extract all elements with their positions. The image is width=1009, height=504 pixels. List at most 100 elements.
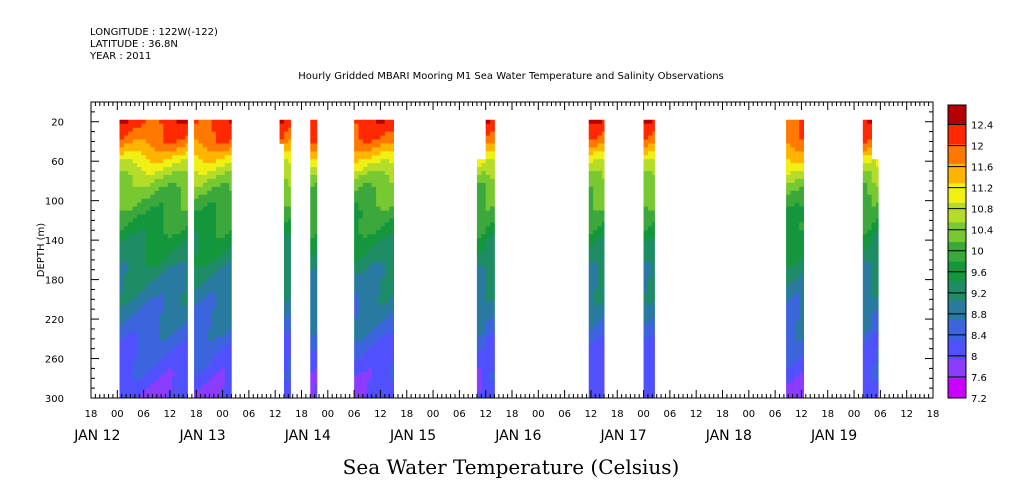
data-cell — [283, 222, 289, 227]
data-cell — [799, 178, 805, 184]
data-cell — [786, 246, 791, 251]
data-cell — [593, 210, 598, 215]
data-cell — [211, 178, 217, 184]
data-cell — [647, 210, 653, 215]
data-cell — [202, 328, 208, 334]
data-cell — [288, 198, 291, 204]
data-cell — [310, 356, 316, 361]
data-cell — [137, 253, 142, 259]
data-cell — [283, 131, 289, 136]
data-cell — [119, 143, 125, 148]
data-cell — [207, 368, 212, 373]
data-cell — [371, 167, 377, 172]
data-cell — [176, 210, 182, 215]
data-cell — [786, 344, 791, 350]
data-cell — [380, 344, 386, 350]
data-cell — [376, 388, 381, 393]
data-cell — [862, 396, 868, 398]
data-cell — [207, 261, 212, 267]
data-cell — [588, 175, 594, 180]
data-cell — [871, 198, 877, 204]
data-cell — [220, 238, 226, 243]
data-cell — [786, 372, 791, 377]
data-cell — [154, 190, 160, 196]
data-cell — [485, 384, 491, 389]
data-cell — [389, 384, 394, 389]
data-cell — [490, 143, 495, 148]
data-cell — [310, 281, 316, 286]
data-cell — [871, 372, 877, 377]
data-cell — [172, 257, 177, 263]
data-cell — [123, 119, 129, 125]
data-cell — [937, 376, 940, 380]
data-cell — [358, 222, 364, 227]
data-cell — [358, 202, 364, 207]
data-cell — [194, 119, 199, 125]
data-cell — [211, 364, 217, 369]
data-cell — [185, 218, 188, 223]
data-cell — [786, 222, 791, 227]
data-cell — [790, 368, 796, 373]
data-cell — [358, 143, 364, 148]
data-cell — [376, 380, 381, 385]
data-cell — [476, 257, 482, 263]
data-cell — [371, 305, 377, 310]
data-cell — [790, 269, 796, 275]
data-cell — [220, 147, 226, 152]
data-cell — [933, 368, 938, 372]
data-cell — [875, 159, 879, 164]
x-tick-label: 06 — [664, 409, 677, 420]
data-cell — [167, 340, 173, 346]
data-cell — [643, 269, 649, 275]
data-cell — [786, 186, 791, 192]
data-cell — [154, 356, 160, 361]
data-cell — [376, 202, 381, 207]
data-cell — [283, 336, 289, 342]
data-cell — [862, 206, 868, 211]
data-cell — [288, 171, 291, 176]
data-cell — [229, 167, 232, 172]
data-cell — [145, 364, 151, 369]
data-cell — [132, 238, 138, 243]
data-cell — [180, 234, 186, 239]
data-cell — [202, 246, 208, 251]
data-cell — [172, 384, 177, 389]
data-cell — [647, 119, 653, 125]
data-cell — [871, 332, 877, 338]
data-cell — [172, 119, 177, 125]
data-cell — [867, 131, 873, 136]
data-cell — [202, 147, 208, 152]
data-cell — [202, 313, 208, 318]
data-cell — [123, 368, 129, 373]
data-cell — [180, 257, 186, 263]
data-cell — [376, 392, 381, 397]
data-cell — [150, 336, 155, 342]
data-cell — [128, 328, 134, 334]
data-cell — [862, 253, 868, 259]
data-cell — [871, 328, 877, 334]
data-cell — [799, 214, 805, 219]
data-cell — [167, 364, 173, 369]
data-cell — [362, 163, 368, 168]
data-cell — [158, 301, 164, 306]
data-cell — [150, 257, 155, 263]
data-cell — [310, 380, 316, 385]
data-cell — [652, 352, 655, 357]
data-cell — [119, 372, 125, 377]
data-cell — [150, 384, 155, 389]
data-cell — [163, 384, 169, 389]
data-cell — [362, 340, 368, 346]
data-cell — [354, 396, 359, 398]
data-cell — [167, 360, 173, 365]
data-cell — [384, 269, 390, 275]
data-cell — [601, 285, 605, 290]
data-cell — [362, 143, 368, 148]
data-cell — [389, 293, 394, 298]
data-cell — [229, 131, 232, 136]
data-cell — [593, 372, 598, 377]
data-cell — [389, 250, 394, 255]
data-cell — [288, 360, 291, 365]
data-cell — [220, 171, 226, 176]
data-cell — [601, 372, 605, 377]
data-segment — [871, 159, 879, 398]
